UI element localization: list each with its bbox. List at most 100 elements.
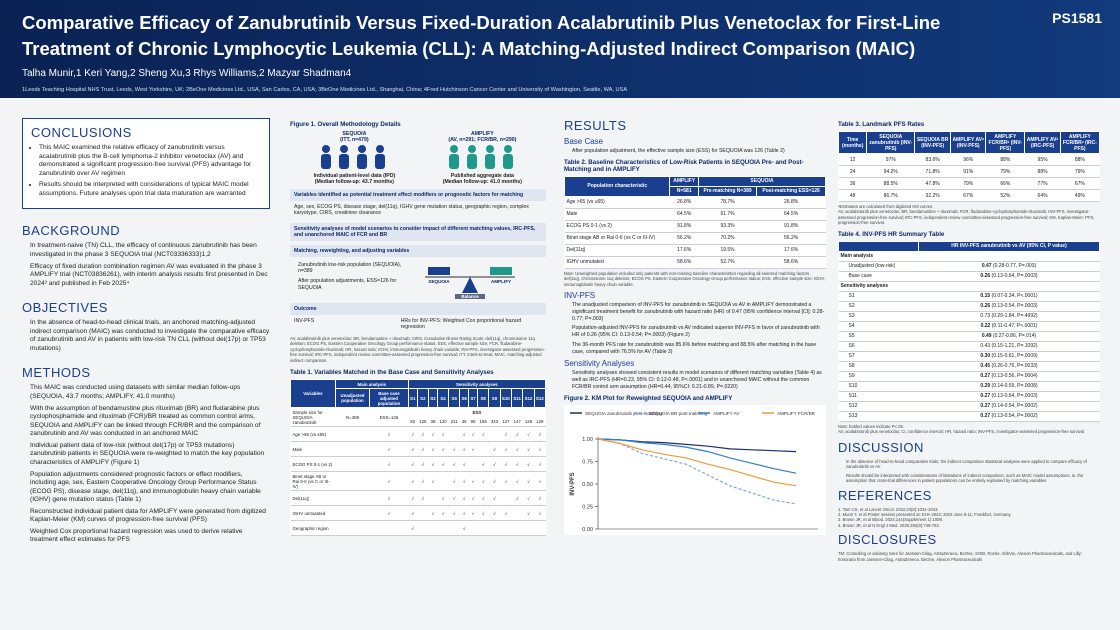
table-cell: √ bbox=[459, 505, 469, 522]
table-cell: 125 bbox=[417, 417, 429, 428]
section-heading: METHODS bbox=[22, 365, 91, 381]
row-label: S1 bbox=[838, 291, 919, 302]
header-cell: SEQUOIA zanubrutinib (INV-PFS) bbox=[866, 131, 916, 154]
header-cell: Main analysis bbox=[334, 379, 409, 390]
table-cell: 88.5% bbox=[866, 177, 915, 190]
header-cell: AMPLIFY FCR/BRᵃ (INV-PFS) bbox=[985, 131, 1026, 154]
table-cell bbox=[511, 520, 523, 537]
row-label: S7 bbox=[838, 351, 919, 362]
people bbox=[449, 145, 514, 169]
table-cell bbox=[468, 456, 478, 473]
row-label: S2 bbox=[838, 301, 919, 312]
table-cell: √ bbox=[468, 490, 478, 507]
section-row: Main analysis bbox=[838, 251, 1100, 262]
table-cell: 17.6% bbox=[669, 244, 699, 257]
ci-value: (0.14-0.59, P=.0008) bbox=[991, 383, 1038, 390]
table-cell: √ bbox=[417, 471, 429, 492]
bullet: After population adjustment, the effecti… bbox=[572, 148, 826, 155]
table-row: 48 86.7% 32.2% 67% 52% 64% 49% bbox=[838, 189, 1100, 202]
table: Variables Main analysis Sensitivity analys… bbox=[290, 379, 546, 537]
table-cell: √ bbox=[437, 505, 449, 522]
hr-value: 0.15 bbox=[980, 293, 991, 300]
table-cell: √ bbox=[417, 426, 429, 443]
header-cell: S5 bbox=[448, 388, 461, 409]
table-row: Age >65 (vs ≤65) √ √ √ √ √ √ √ √ √ √ √ √ bbox=[290, 426, 546, 443]
outcome-row: INV-PFS HRs for INV-PFS: Weighted Cox pr… bbox=[290, 315, 546, 333]
column: Table 3. Landmark PFS Rates Time (months… bbox=[838, 118, 1100, 630]
bullet: Reconstructed individual patient data fo… bbox=[30, 508, 270, 525]
people-icons bbox=[321, 145, 386, 169]
table-cell: √ bbox=[522, 471, 535, 492]
table-cell: √ bbox=[408, 426, 418, 443]
subheading: Base Case bbox=[564, 137, 604, 146]
table-cell: 82 bbox=[408, 417, 418, 428]
table-notes: ᵃEstimates are calculated from digitized… bbox=[838, 204, 1100, 226]
table-cell: 79% bbox=[1060, 165, 1100, 178]
header-cell: S1 bbox=[407, 388, 418, 409]
table-cell: 94.2% bbox=[866, 165, 915, 178]
header-cell: Variables bbox=[290, 379, 336, 409]
table-cell bbox=[437, 520, 449, 537]
note-line: 3. Brown JR, et al Blood. 2024;144(Suppl… bbox=[838, 517, 943, 523]
table-cell: 19.5% bbox=[698, 244, 757, 257]
table-row: 12 97% 83.6% 96% 88% 95% 88% bbox=[838, 153, 1100, 166]
study-caption: Published aggregate data bbox=[450, 173, 514, 179]
study-followup: (Median follow-up: 41.0 months) bbox=[442, 179, 522, 185]
balance-graphic: SEQUOIA AMPLIFY Balance bbox=[425, 267, 515, 299]
table-cell: √ bbox=[511, 456, 523, 473]
table-row: Male √ √ √ √ √ √ √ √ √ √ √ √ √ bbox=[290, 441, 546, 458]
table-cell: 0.15 (0.07-0.34, P<.0001) bbox=[918, 291, 1100, 302]
balance-label: Balance bbox=[461, 294, 479, 299]
table-cell: N=389 bbox=[335, 407, 370, 428]
header-cell: S6 bbox=[459, 388, 470, 409]
bullet: Results should be interpreted with consi… bbox=[39, 181, 261, 198]
table-cell: √ bbox=[448, 505, 460, 522]
table-cell bbox=[477, 520, 489, 537]
table-cell: 343 bbox=[488, 417, 501, 428]
table-cell: √ bbox=[500, 426, 512, 443]
header-cell: AMPLIFY AVᵃ (INV-PFS) bbox=[950, 131, 987, 154]
row-label: S9 bbox=[838, 371, 919, 382]
row-label: S6 bbox=[838, 341, 919, 352]
hr-value: 0.27 bbox=[980, 393, 991, 400]
people bbox=[321, 145, 386, 169]
section-heading: OBJECTIVES bbox=[22, 300, 108, 316]
table-cell: √ bbox=[369, 426, 409, 443]
table-cell: 78.7% bbox=[698, 196, 757, 209]
table-row: S7 0.30 (0.15-0.61, P=.0009) bbox=[838, 351, 1100, 362]
header-cell: Pre-matching N=389 bbox=[697, 185, 758, 197]
table-cell: 95% bbox=[1024, 153, 1061, 166]
header-cell: Sensitivity analyses bbox=[407, 379, 546, 390]
table-cell: 48 bbox=[838, 189, 867, 202]
table-cell: 0.30 (0.15-0.61, P=.0009) bbox=[918, 351, 1100, 362]
table-cell: 155 bbox=[477, 417, 489, 428]
header-cell: SEQUOIA bbox=[697, 175, 826, 187]
table-cell: 26.8% bbox=[669, 196, 699, 209]
hr-value: 0.73 bbox=[980, 313, 991, 320]
row-label: S10 bbox=[838, 381, 919, 392]
ci-value: (0.15-1.21, P=.1092) bbox=[991, 343, 1038, 350]
hr-value: 0.27 bbox=[980, 413, 991, 420]
table-cell: 67% bbox=[950, 189, 986, 202]
table-cell: 77% bbox=[1024, 177, 1061, 190]
header-cell: S13 bbox=[533, 388, 546, 409]
table-cell: √ bbox=[522, 490, 535, 507]
table-cell: 90 bbox=[468, 417, 478, 428]
table-cell: √ bbox=[369, 441, 409, 458]
table-cell bbox=[448, 426, 460, 443]
table-cell: √ bbox=[408, 441, 418, 458]
table-title: Table 4. INV-PFS HR Summary Table bbox=[838, 230, 945, 238]
bullet: Population-adjusted INV-PFS for zanubrut… bbox=[572, 325, 826, 339]
table-cell bbox=[335, 471, 370, 492]
header-cell: AMPLIFY bbox=[669, 175, 699, 187]
table: Population characteristic AMPLIFY SEQUOIA N… bbox=[564, 175, 826, 269]
box-heading: Variables identified as potential treatm… bbox=[290, 189, 546, 201]
row-label: Del(11q) bbox=[290, 490, 336, 507]
table-cell bbox=[448, 520, 460, 537]
row-label: S5 bbox=[838, 331, 919, 342]
header-cell: S4 bbox=[436, 388, 450, 409]
balance-right: AMPLIFY bbox=[491, 279, 511, 284]
study-panels: SEQUOIA (ITT, n=479) Individual patient-… bbox=[290, 131, 546, 185]
note-line: 4. Brown JR, et al N Engl J Med. 2025;39… bbox=[838, 522, 940, 528]
table-cell bbox=[468, 520, 478, 537]
